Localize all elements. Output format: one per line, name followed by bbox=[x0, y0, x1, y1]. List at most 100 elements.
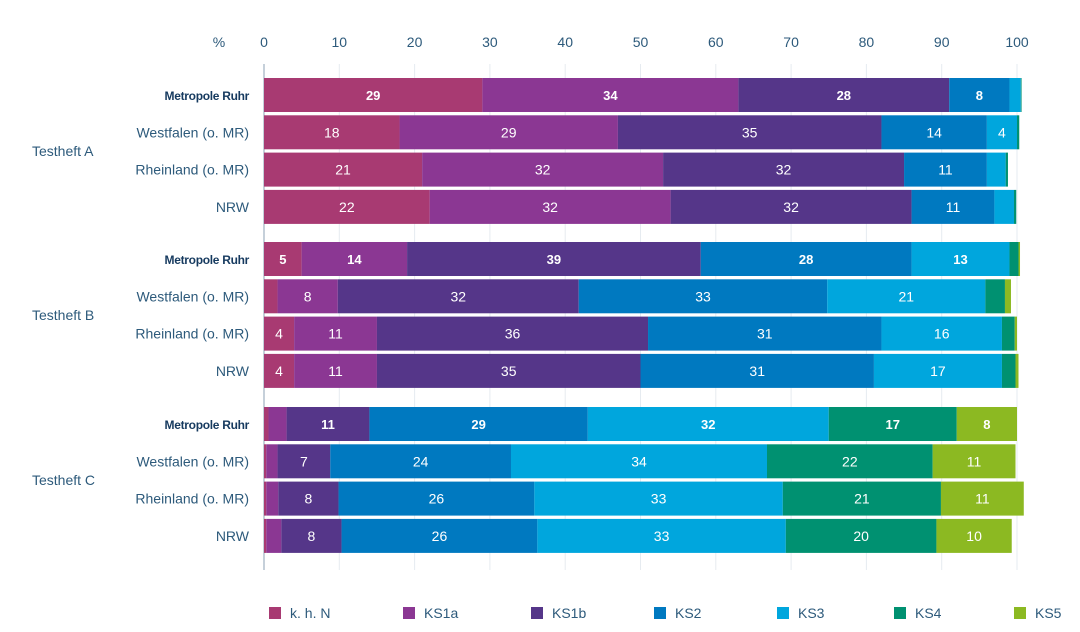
data-label: 18 bbox=[324, 124, 340, 140]
legend-label: KS2 bbox=[675, 605, 702, 621]
bar-segment-ks1b bbox=[376, 316, 649, 351]
bar-segment-ks2 bbox=[338, 481, 535, 516]
data-label: 4 bbox=[275, 326, 283, 342]
legend-label: KS4 bbox=[915, 605, 942, 621]
bar-segment-ks1b bbox=[670, 189, 912, 224]
bar-segment-ks4 bbox=[1009, 242, 1019, 276]
bar-segment-ks5 bbox=[1014, 316, 1017, 351]
data-label: 34 bbox=[603, 88, 618, 103]
bar-segment-ks2 bbox=[904, 152, 987, 187]
bar-segment-ks2 bbox=[341, 518, 538, 553]
bar-segment-ks1b bbox=[663, 152, 905, 187]
bar-segment-ks1a bbox=[482, 78, 739, 112]
bar-segment-ks1b bbox=[617, 115, 882, 150]
bar-segment-ks4 bbox=[985, 279, 1005, 314]
bar-segment-ks1a bbox=[266, 444, 278, 479]
bar-segment-ks1b bbox=[281, 518, 342, 553]
bar-segment-ks4 bbox=[1005, 152, 1008, 187]
data-label: 29 bbox=[366, 88, 380, 103]
data-label: 16 bbox=[934, 326, 950, 342]
bar-segment-ks3 bbox=[510, 444, 768, 479]
row-label: NRW bbox=[216, 528, 250, 544]
bar-segment-ks4 bbox=[782, 481, 941, 516]
row-label: Westfalen (o. MR) bbox=[136, 124, 249, 140]
bar-segment-k-h-n bbox=[264, 279, 278, 314]
bar-segment-ks3 bbox=[994, 189, 1014, 224]
data-label: 11 bbox=[328, 363, 343, 379]
bar-segment-ks4 bbox=[828, 407, 957, 441]
bar-segment-ks5 bbox=[936, 518, 1012, 553]
data-label: 11 bbox=[328, 326, 343, 342]
x-tick-label: 0 bbox=[260, 34, 268, 50]
bar-segment-ks5 bbox=[932, 444, 1016, 479]
bar-segment-ks1b bbox=[337, 279, 579, 314]
data-label: 26 bbox=[432, 528, 448, 544]
row-label: NRW bbox=[216, 199, 250, 215]
bar-segment-ks3 bbox=[873, 353, 1002, 388]
data-label: 32 bbox=[542, 199, 558, 215]
bar-segment-ks1b bbox=[278, 481, 339, 516]
bar-segment-ks1b bbox=[277, 444, 331, 479]
data-label: 32 bbox=[701, 417, 715, 432]
data-label: 21 bbox=[899, 288, 915, 304]
bar-segment-k-h-n bbox=[264, 316, 295, 351]
bar-segment-ks4 bbox=[1017, 115, 1020, 150]
x-tick-label: 50 bbox=[633, 34, 649, 50]
row-label: NRW bbox=[216, 363, 250, 379]
bar-segment-k-h-n bbox=[264, 353, 295, 388]
x-tick-label: 20 bbox=[407, 34, 423, 50]
bar-segment-ks5 bbox=[940, 481, 1024, 516]
bar-segment-k-h-n bbox=[264, 78, 483, 112]
row-labels: Metropole Ruhr Westfalen (o. MR) Rheinland… bbox=[32, 89, 250, 544]
bar-segment-ks1a bbox=[266, 518, 282, 553]
bar-segment-ks5 bbox=[1015, 353, 1019, 388]
bar-segment-ks3 bbox=[881, 316, 1002, 351]
data-label: 5 bbox=[279, 252, 286, 267]
bar-segment-ks1a bbox=[429, 189, 671, 224]
data-label: 33 bbox=[695, 288, 711, 304]
data-label: 8 bbox=[983, 417, 990, 432]
row-label: Metropole Ruhr bbox=[165, 89, 250, 103]
bar-segment-ks1b bbox=[738, 78, 950, 112]
data-label: 8 bbox=[304, 288, 312, 304]
data-label: 29 bbox=[471, 417, 485, 432]
bar-segment-ks2 bbox=[640, 353, 874, 388]
bar-segment-ks4 bbox=[767, 444, 933, 479]
bar-segment-ks4 bbox=[1001, 316, 1015, 351]
legend-swatch bbox=[1014, 607, 1026, 619]
legend-label: KS1b bbox=[552, 605, 586, 621]
bar-segment-ks2 bbox=[949, 78, 1010, 112]
x-tick-label: 10 bbox=[332, 34, 348, 50]
data-label: 39 bbox=[547, 252, 561, 267]
bar-segment-k-h-n bbox=[264, 407, 269, 441]
data-label: 10 bbox=[966, 528, 982, 544]
legend-label: KS1a bbox=[424, 605, 458, 621]
x-tick-label: 70 bbox=[783, 34, 799, 50]
data-label: 31 bbox=[749, 363, 765, 379]
x-tick-label: 80 bbox=[859, 34, 875, 50]
data-label: 22 bbox=[842, 453, 858, 469]
bar-segment-k-h-n bbox=[264, 518, 267, 553]
legend-swatch bbox=[894, 607, 906, 619]
row-label: Metropole Ruhr bbox=[165, 253, 250, 267]
data-label: 34 bbox=[631, 453, 647, 469]
bar-segment-ks3 bbox=[1009, 78, 1021, 112]
data-label: 20 bbox=[853, 528, 869, 544]
data-label: 14 bbox=[926, 124, 942, 140]
data-label: 28 bbox=[799, 252, 813, 267]
x-tick-label: 60 bbox=[708, 34, 724, 50]
bar-segment-ks3 bbox=[986, 152, 1006, 187]
data-label: 11 bbox=[946, 199, 961, 215]
data-label: 31 bbox=[757, 326, 773, 342]
row-label: Rheinland (o. MR) bbox=[135, 326, 249, 342]
bar-segment-ks1b bbox=[376, 353, 641, 388]
bar-segment-k-h-n bbox=[264, 189, 430, 224]
legend: k. h. N KS1a KS1b KS2 KS3 KS4 KS5 bbox=[269, 605, 1062, 621]
bar-segment-ks3 bbox=[911, 242, 1010, 276]
bar-segment-k-h-n bbox=[264, 242, 302, 276]
legend-swatch bbox=[269, 607, 281, 619]
bar-segment-ks2 bbox=[700, 242, 912, 276]
legend-swatch bbox=[777, 607, 789, 619]
row-label: Westfalen (o. MR) bbox=[136, 288, 249, 304]
group-label: Testheft A bbox=[32, 143, 94, 159]
